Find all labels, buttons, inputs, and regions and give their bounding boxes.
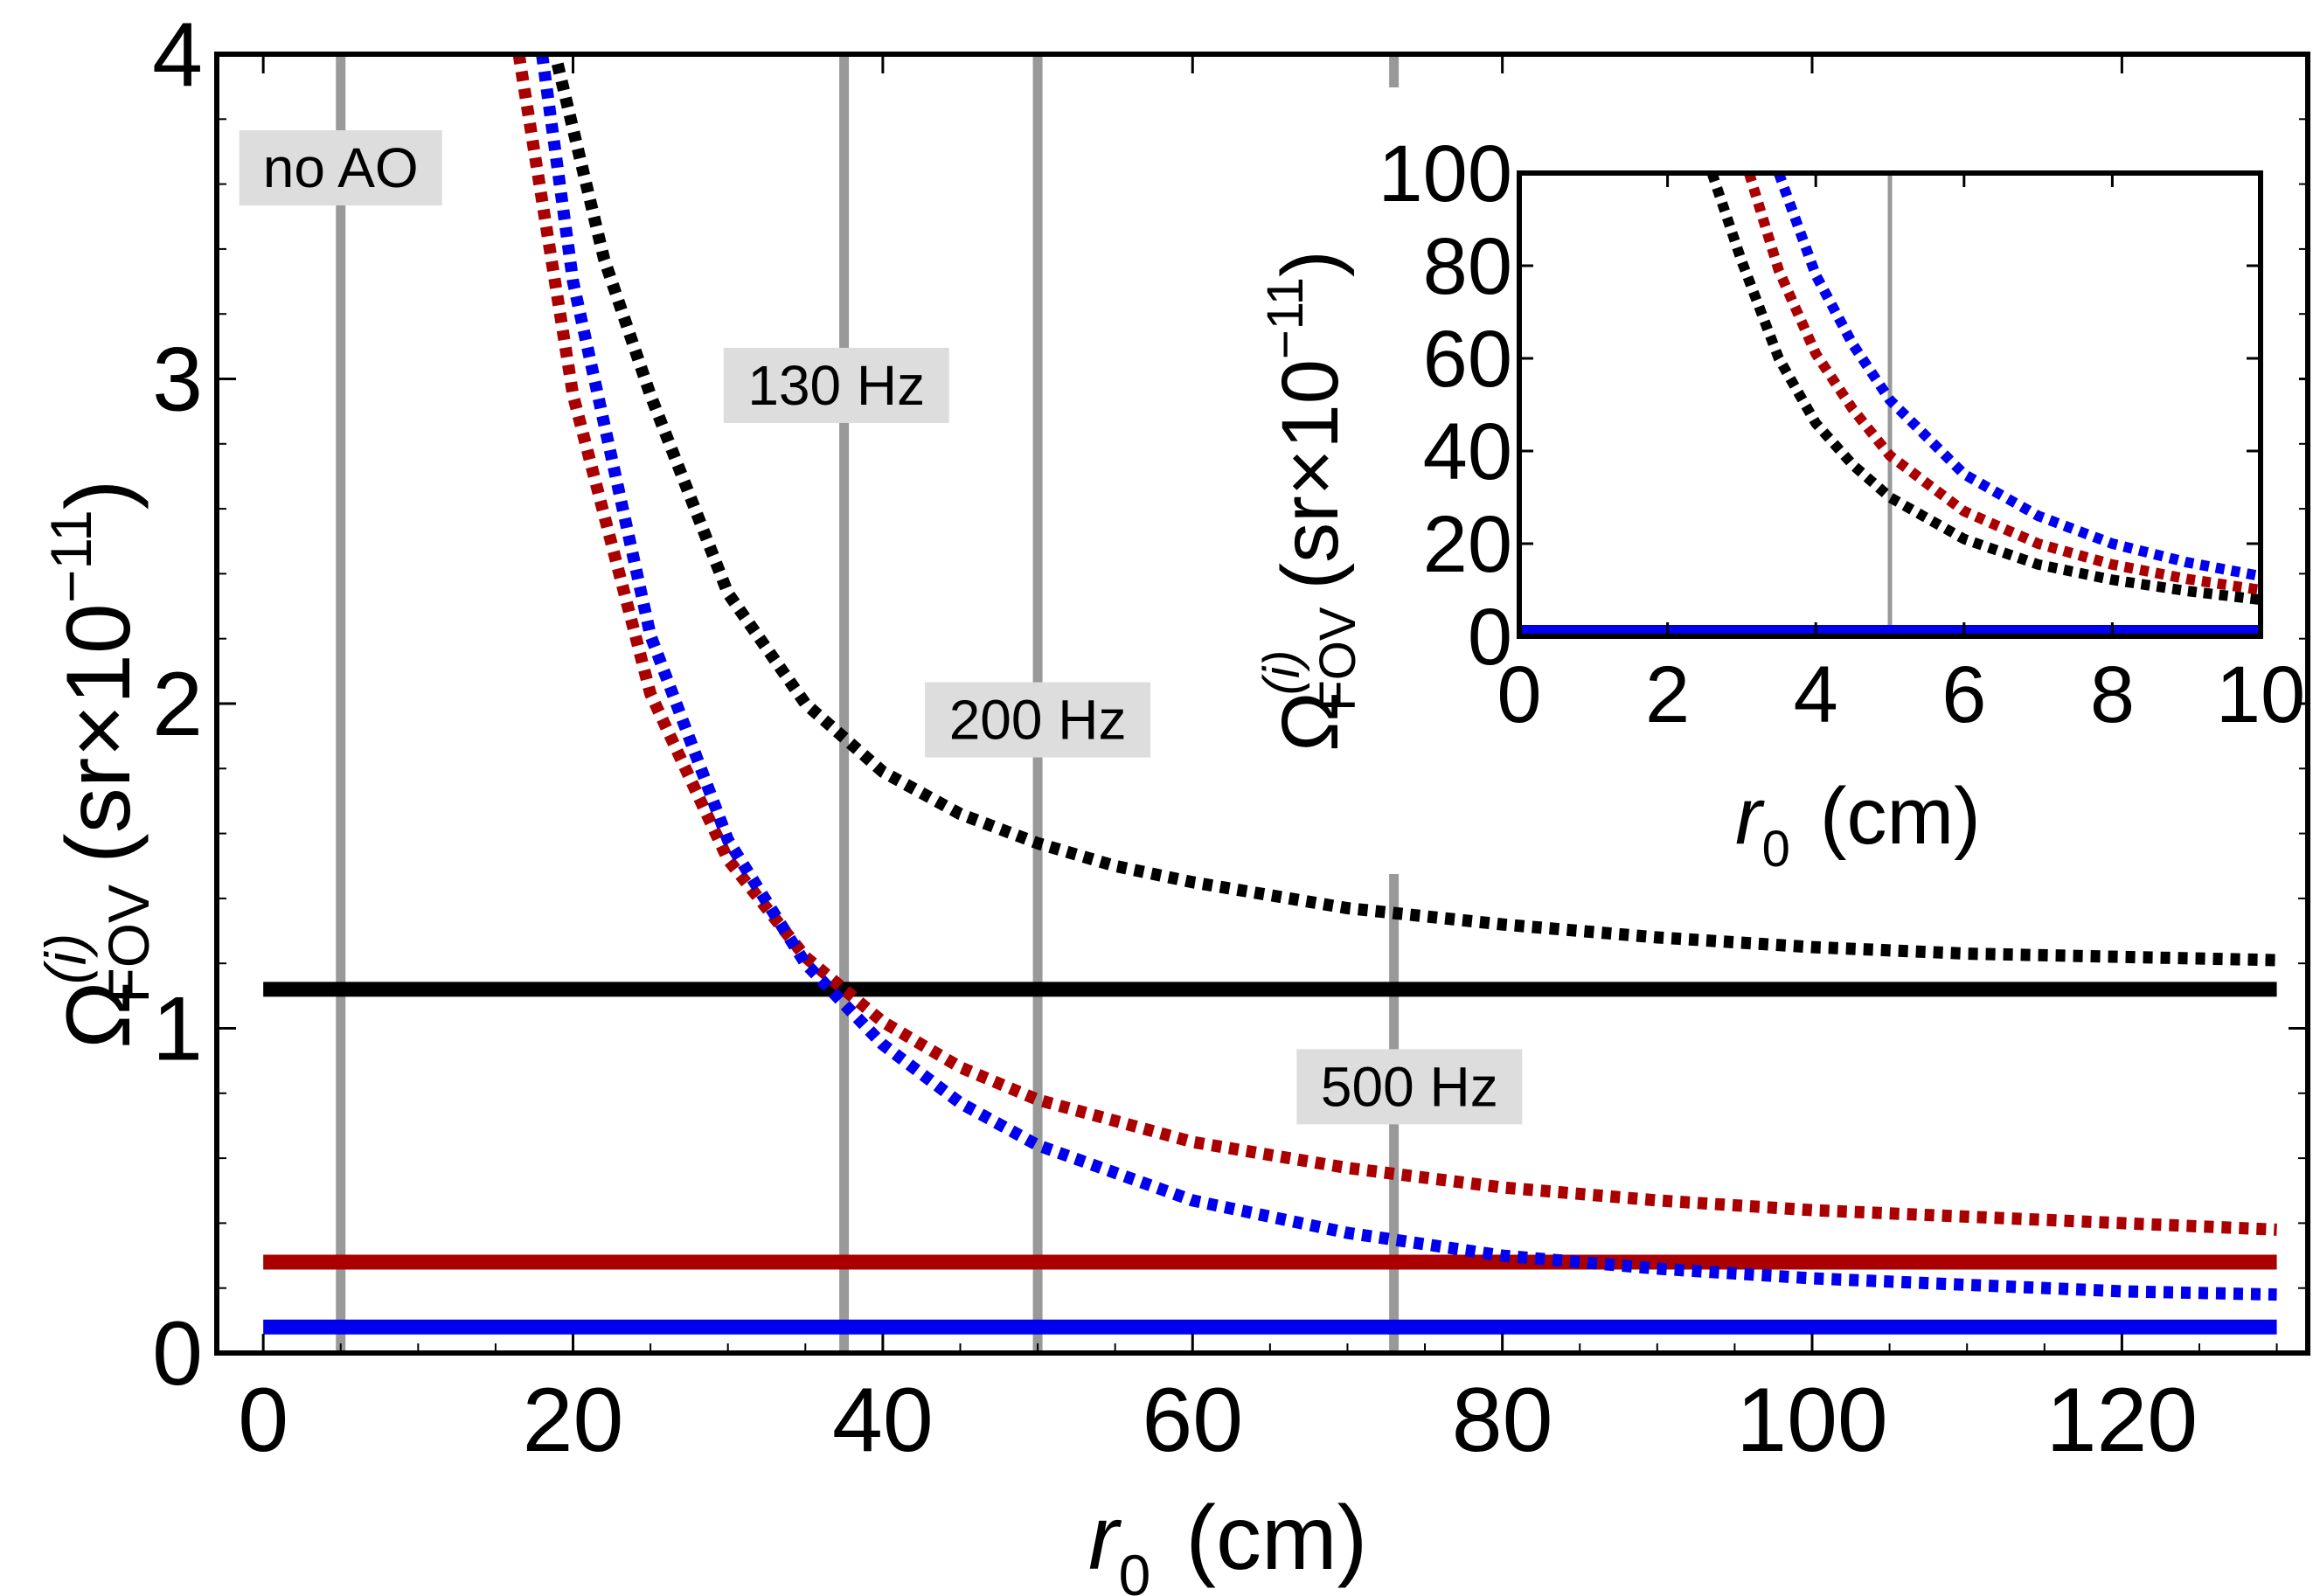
inset-x-axis-title: r0 (cm)	[1735, 772, 1981, 878]
main-vline-labels: no AO 130 Hz 200 Hz 500 Hz	[239, 130, 1523, 1125]
main-y-axis-sub: FOV	[96, 885, 161, 1003]
vline-label-bg-0	[239, 130, 442, 206]
main-ytick-label-4: 4	[152, 4, 203, 106]
inset-y-axis-exp: −11	[1257, 277, 1314, 359]
main-x-axis-title: r0 (cm)	[1088, 1488, 1367, 1596]
main-x-axis-var: r	[1088, 1488, 1122, 1589]
main-series-red-dotted	[512, 52, 2277, 1236]
main-ytick-label-1: 1	[152, 979, 203, 1080]
inset-series-inset-blue-dotted	[1774, 170, 2262, 581]
inset-x-axis-unit: (cm)	[1820, 772, 1981, 861]
inset-ytick-label-0: 0	[1468, 593, 1512, 682]
inset-series	[1519, 170, 2262, 635]
vline-label-bg-1	[723, 347, 949, 423]
inset-xtick-label-2: 4	[1794, 650, 1838, 739]
main-xtick-label-6: 120	[2046, 1370, 2198, 1471]
main-xtick-label-3: 60	[1142, 1370, 1243, 1471]
vline-label-bg-3	[1296, 1049, 1523, 1125]
inset-ytick-label-3: 60	[1423, 315, 1512, 404]
inset-xtick-label-0: 0	[1497, 650, 1541, 739]
main-xtick-label-4: 80	[1452, 1370, 1553, 1471]
main-series-black-dotted	[551, 62, 2277, 967]
inset-y-axis-title: Ω(i)FOV (sr×10−11)	[1254, 250, 1366, 752]
main-xtick-label-2: 40	[832, 1370, 934, 1471]
main-y-axis-sup: (i)	[33, 933, 98, 985]
inset-ytick-label-1: 20	[1423, 500, 1512, 589]
inset-y-axis-symbol: Ω	[1266, 691, 1355, 752]
main-x-axis-unit: (cm)	[1185, 1488, 1367, 1589]
inset-series-inset-black-dotted	[1706, 171, 2261, 606]
main-series-blue-dotted	[536, 53, 2277, 1301]
inset-ytick-label-5: 100	[1379, 129, 1513, 219]
main-xtick-label-1: 20	[523, 1370, 624, 1471]
inset-x-axis-var: r	[1735, 772, 1765, 861]
main-ytick-label-2: 2	[152, 654, 203, 755]
main-series	[263, 52, 2277, 1335]
main-y-axis-unit: (sr×10	[48, 603, 149, 864]
inset-x-axis-sub: 0	[1762, 821, 1790, 878]
inset-y-axis-sup: (i)	[1254, 650, 1310, 696]
inset-tick-marks	[1518, 171, 2262, 638]
vline-label-3: 500 Hz	[1321, 1055, 1498, 1118]
vline-label-bg-2	[925, 682, 1151, 758]
main-y-axis-symbol: Ω	[48, 981, 149, 1049]
main-y-axis-exp: −11	[38, 510, 103, 603]
inset-xtick-label-1: 2	[1645, 650, 1690, 739]
main-y-axis-title: Ω(i)FOV (sr×10−11)	[33, 480, 161, 1049]
main-ytick-label-0: 0	[152, 1303, 203, 1405]
inset-y-axis-sub: FOV	[1309, 607, 1366, 711]
main-x-axis-sub: 0	[1119, 1543, 1151, 1596]
inset-xtick-label-4: 8	[2090, 650, 2135, 739]
inset-ytick-label-4: 80	[1423, 222, 1512, 311]
inset-ytick-label-2: 40	[1423, 407, 1512, 496]
main-xtick-label-0: 0	[238, 1370, 288, 1471]
inset-y-axis-unit: (sr×10	[1266, 359, 1355, 589]
inset-plot-frame	[1517, 170, 2263, 639]
main-y-axis-unit-end: )	[48, 480, 149, 510]
vline-label-2: 200 Hz	[949, 689, 1127, 752]
inset-xtick-label-3: 6	[1941, 650, 1986, 739]
main-ytick-label-3: 3	[152, 330, 203, 431]
vline-label-0: no AO	[263, 136, 419, 199]
main-xtick-label-5: 100	[1736, 1370, 1888, 1471]
main-tick-marks	[217, 52, 2308, 1355]
inset-y-axis-unit-end: )	[1266, 250, 1355, 277]
inset-series-inset-red-dotted	[1744, 171, 2261, 595]
inset-xtick-label-5: 10	[2216, 650, 2305, 739]
inset-background	[1206, 87, 2299, 874]
vline-label-1: 130 Hz	[747, 354, 925, 417]
